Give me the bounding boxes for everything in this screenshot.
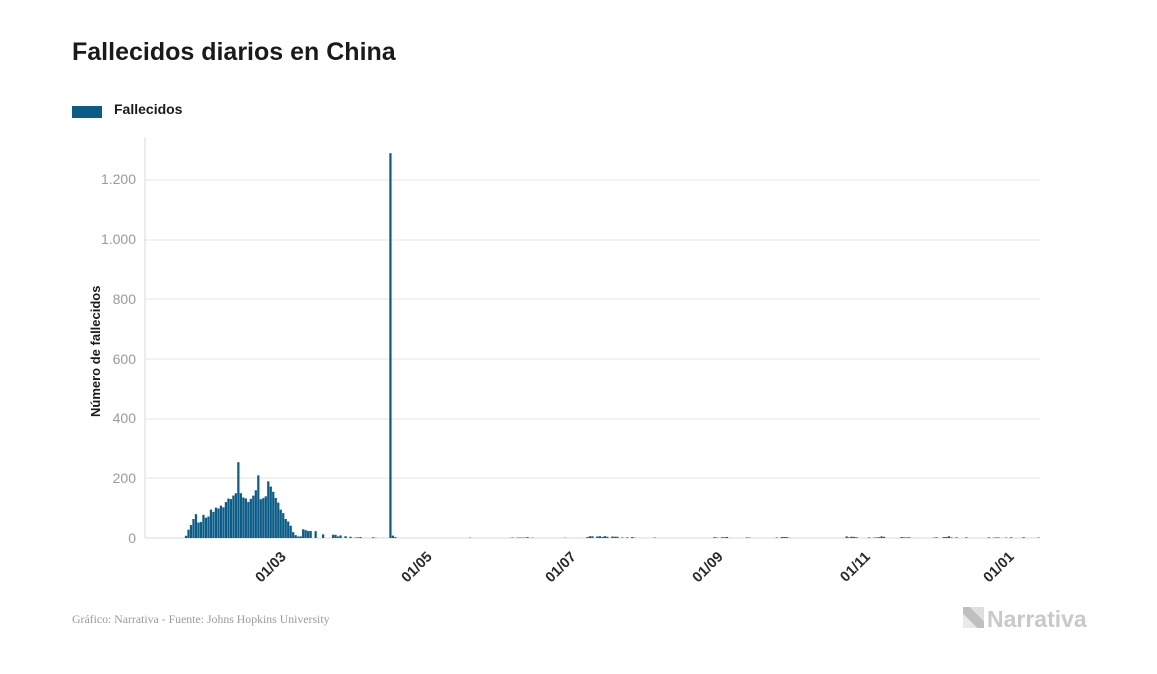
svg-text:Narrativa: Narrativa [987,606,1087,632]
